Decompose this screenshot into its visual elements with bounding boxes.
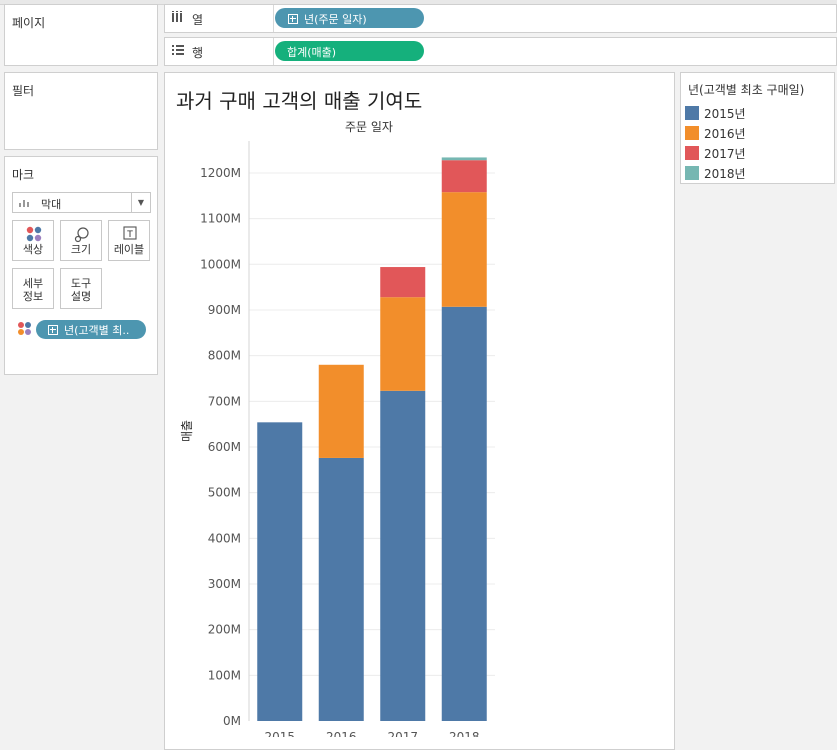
size-button-label: 크기 [70,243,92,256]
columns-shelf[interactable]: 열 년(주문 일자) [164,4,837,33]
bar-chart-icon [19,200,29,207]
columns-pill[interactable]: 년(주문 일자) [275,8,424,28]
bar-segment [380,390,426,721]
color-dots-icon [26,226,42,242]
color-button[interactable]: 색상 [12,220,54,261]
expand-icon [288,14,298,24]
mark-type-label: 막대 [41,198,62,211]
bar-segment [318,457,364,721]
column-header: 주문 일자 [345,120,393,134]
y-tick-label: 600M [208,440,241,454]
size-icon [74,227,89,243]
color-button-label: 색상 [22,243,44,256]
legend-swatch [685,106,699,120]
pages-title: 페이지 [12,16,46,30]
legend-swatch [685,126,699,140]
legend-label: 2016년 [704,127,746,141]
y-tick-label: 500M [208,486,241,500]
bar-segment [441,306,487,721]
bar-segment [441,192,487,307]
y-tick-label: 200M [208,623,241,637]
marks-title: 마크 [12,168,35,182]
color-mark-icon [18,322,31,335]
label-button-label: 레이블 [113,243,145,256]
chart-title: 과거 구매 고객의 매출 기여도 [176,89,423,113]
rows-icon [172,45,184,55]
shelf-divider [273,5,274,32]
label-button[interactable]: T 레이블 [108,220,150,261]
bar-segment [441,160,487,193]
text-label-icon: T [123,226,137,240]
y-tick-label: 1200M [200,166,241,180]
y-tick-label: 900M [208,303,241,317]
bar-segment [380,297,426,391]
x-tick-label: 2017 [387,730,418,737]
legend-swatch [685,166,699,180]
columns-shelf-header: 열 [165,5,273,32]
tooltip-button-label-1: 도구 [70,277,92,290]
rows-shelf[interactable]: 행 합계(매출) [164,37,837,66]
chevron-down-icon: ▼ [131,193,150,212]
rows-pill[interactable]: 합계(매출) [275,41,424,61]
svg-text:T: T [126,230,133,240]
tooltip-button[interactable]: 도구 설명 [60,268,102,309]
rows-label: 행 [192,46,204,60]
y-tick-label: 300M [208,577,241,591]
pages-card[interactable]: 페이지 [4,4,158,66]
bar-segment [318,364,364,458]
legend-title: 년(고객별 최초 구매일) [688,83,805,97]
columns-pill-label: 년(주문 일자) [304,13,367,26]
y-tick-label: 1100M [200,212,241,226]
bar-segment [257,422,303,721]
mark-type-dropdown[interactable]: 막대 ▼ [12,192,151,213]
marks-color-pill[interactable]: 년(고객별 최.. [36,320,146,339]
y-axis-title: 매출 [180,420,194,442]
legend-swatch [685,146,699,160]
x-tick-label: 2015 [264,730,295,737]
detail-button[interactable]: 세부 정보 [12,268,54,309]
size-button[interactable]: 크기 [60,220,102,261]
chart-view: 과거 구매 고객의 매출 기여도 주문 일자 0M 100M 200M 300M 400M… [164,72,675,750]
legend-label: 2015년 [704,107,746,121]
expand-icon [48,325,58,335]
tooltip-button-label-2: 설명 [70,290,92,303]
filters-title: 필터 [12,84,35,98]
marks-pill-label: 년(고객별 최.. [64,324,130,337]
y-tick-label: 800M [208,349,241,363]
shelf-divider [273,38,274,65]
y-tick-label: 1000M [200,257,241,271]
y-tick-label: 0M [223,714,241,728]
filters-card[interactable]: 필터 [4,72,158,150]
y-tick-label: 700M [208,394,241,408]
color-legend: 년(고객별 최초 구매일) 2015년 2016년 2017년 2018년 [680,72,835,184]
y-tick-label: 100M [208,668,241,682]
columns-icon [172,11,182,22]
bar-segment [380,267,426,298]
detail-button-label-1: 세부 [22,277,44,290]
x-tick-label: 2018 [449,730,480,737]
marks-card: 마크 막대 ▼ 색상 크기 T 레이블 세부 정보 [4,156,158,375]
legend-label: 2017년 [704,147,746,161]
rows-pill-label: 합계(매출) [287,46,337,59]
bar-segment [441,157,487,161]
legend-label: 2018년 [704,167,746,181]
detail-button-label-2: 정보 [22,290,44,303]
x-tick-label: 2016 [326,730,357,737]
chart-svg: 주문 일자 0M 100M 200M 300M 400M 500M 600M 700M 800M 9… [180,120,495,737]
columns-label: 열 [192,13,204,27]
y-tick-label: 400M [208,531,241,545]
rows-shelf-header: 행 [165,38,273,65]
